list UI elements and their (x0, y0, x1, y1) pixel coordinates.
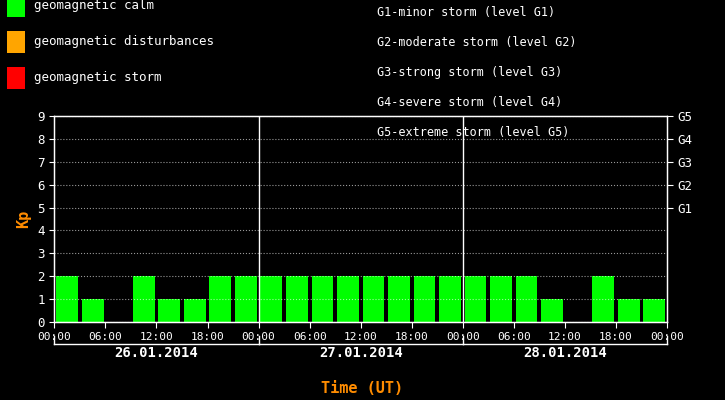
Text: geomagnetic calm: geomagnetic calm (34, 0, 154, 12)
Text: G2-moderate storm (level G2): G2-moderate storm (level G2) (377, 36, 576, 49)
Bar (643, 299, 665, 322)
Text: G4-severe storm (level G4): G4-severe storm (level G4) (377, 96, 563, 109)
Bar (184, 299, 206, 322)
Bar (312, 276, 334, 322)
Bar (465, 276, 486, 322)
Bar (337, 276, 359, 322)
Text: geomagnetic disturbances: geomagnetic disturbances (34, 36, 214, 48)
Bar (133, 276, 154, 322)
Bar (592, 276, 614, 322)
Bar (388, 276, 410, 322)
Bar (542, 299, 563, 322)
Bar (414, 276, 435, 322)
Bar (158, 299, 180, 322)
Text: G3-strong storm (level G3): G3-strong storm (level G3) (377, 66, 563, 79)
Text: 28.01.2014: 28.01.2014 (523, 346, 607, 360)
Y-axis label: Kp: Kp (17, 210, 32, 228)
Text: 27.01.2014: 27.01.2014 (319, 346, 402, 360)
Bar (286, 276, 307, 322)
Bar (235, 276, 257, 322)
Bar (618, 299, 639, 322)
Bar (82, 299, 104, 322)
Bar (210, 276, 231, 322)
Bar (515, 276, 537, 322)
Bar (362, 276, 384, 322)
Text: Time (UT): Time (UT) (321, 381, 404, 396)
Text: 26.01.2014: 26.01.2014 (115, 346, 199, 360)
Bar (260, 276, 282, 322)
Bar (439, 276, 461, 322)
Bar (57, 276, 78, 322)
Text: G1-minor storm (level G1): G1-minor storm (level G1) (377, 6, 555, 19)
Text: G5-extreme storm (level G5): G5-extreme storm (level G5) (377, 126, 569, 139)
Text: geomagnetic storm: geomagnetic storm (34, 72, 162, 84)
Bar (490, 276, 512, 322)
